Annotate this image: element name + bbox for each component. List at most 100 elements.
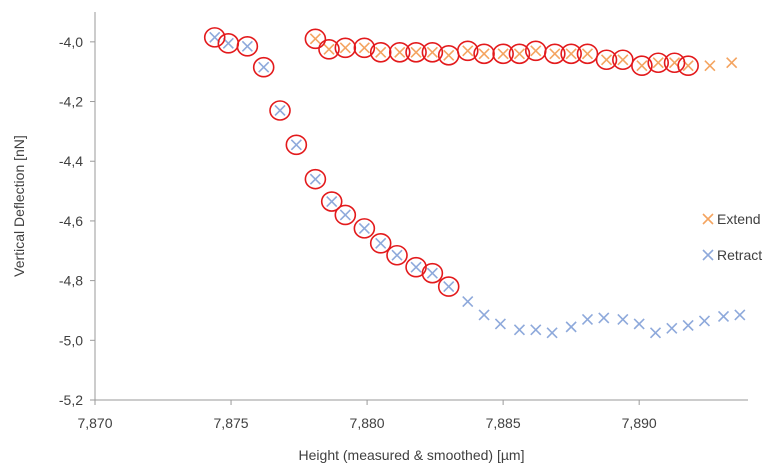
data-point-retract — [410, 261, 422, 273]
data-point-extend — [726, 57, 738, 69]
y-tick-group: -4,0 -4,2 -4,4 -4,6 -4,8 -5,0 -5,2 — [59, 34, 95, 408]
data-point-extend — [309, 33, 321, 45]
data-point-retract — [258, 61, 270, 73]
x-axis-title: Height (measured & smoothed) [µm] — [299, 447, 525, 463]
highlight-circle — [492, 43, 514, 65]
y-tick-label: -5,0 — [59, 332, 83, 348]
highlight-circle — [677, 55, 699, 77]
highlight-circle — [456, 40, 479, 62]
data-point-retract — [581, 313, 594, 325]
data-point-extend — [513, 48, 526, 60]
data-point-retract — [565, 321, 577, 333]
highlight-circle — [318, 39, 340, 60]
x-tick-label: 7,875 — [214, 415, 249, 431]
data-point-retract — [309, 173, 321, 185]
highlight-circle — [386, 244, 408, 266]
highlight-circle — [334, 37, 357, 59]
data-point-retract — [274, 104, 286, 117]
highlight-circle — [353, 218, 376, 239]
data-point-extend — [339, 42, 351, 54]
y-tick-label: -4,6 — [59, 213, 83, 229]
y-tick-label: -4,4 — [59, 153, 83, 169]
legend-marker-retract — [702, 249, 714, 261]
data-point-retract — [443, 281, 455, 293]
data-point-extend — [704, 60, 716, 72]
data-point-extend — [443, 49, 455, 61]
data-point-retract — [598, 312, 610, 324]
highlight-circle — [595, 49, 618, 71]
data-point-extend — [478, 48, 490, 60]
legend: Extend Retract — [702, 211, 762, 263]
y-axis-title: Vertical Deflection [nN] — [11, 135, 27, 277]
data-point-extend — [617, 54, 629, 66]
data-point-retract — [326, 195, 338, 208]
data-point-retract — [513, 324, 526, 336]
highlight-circle — [203, 27, 226, 48]
data-point-retract — [633, 318, 645, 330]
y-tick-label: -4,2 — [59, 94, 83, 110]
data-point-extend — [600, 54, 613, 66]
highlight-circle — [647, 52, 670, 74]
data-point-extend — [652, 57, 664, 69]
highlight-circle — [269, 100, 291, 121]
x-tick-label: 7,890 — [622, 415, 657, 431]
y-tick-label: -4,8 — [59, 273, 83, 289]
data-point-extend — [358, 42, 370, 54]
highlight-circle — [437, 276, 460, 297]
series-retract — [209, 31, 746, 339]
highlight-circle — [304, 168, 327, 190]
highlight-circle — [544, 43, 566, 65]
data-point-retract — [462, 295, 474, 308]
x-tick-group: 7,870 7,875 7,880 7,885 7,890 — [77, 400, 657, 431]
highlight-circle — [473, 43, 495, 65]
data-point-retract — [682, 319, 694, 331]
highlight-circle — [353, 37, 376, 59]
data-point-retract — [717, 310, 730, 322]
data-point-extend — [497, 48, 509, 60]
data-point-retract — [426, 267, 438, 279]
highlight-circle — [663, 52, 686, 74]
data-point-retract — [391, 249, 403, 261]
plot-area — [203, 27, 746, 339]
data-point-extend — [565, 48, 577, 60]
highlight-circle — [369, 41, 392, 63]
highlight-circle — [421, 262, 444, 284]
data-point-retract — [478, 309, 490, 321]
data-point-extend — [375, 46, 387, 58]
highlight-circle — [405, 256, 427, 278]
data-point-extend — [462, 45, 474, 57]
y-tick-label: -4,0 — [59, 34, 83, 50]
highlight-circle — [612, 49, 634, 71]
x-tick-label: 7,885 — [486, 415, 521, 431]
data-point-retract — [734, 309, 746, 321]
data-point-retract — [290, 139, 302, 151]
highlight-circle — [405, 41, 427, 63]
y-tick-label: -5,2 — [59, 392, 83, 408]
data-point-extend — [426, 46, 438, 58]
data-point-extend — [394, 46, 406, 58]
data-point-retract — [530, 324, 542, 336]
legend-item-retract: Retract — [702, 247, 762, 263]
highlight-circle — [576, 43, 599, 65]
data-point-retract — [698, 315, 711, 327]
highlight-circle — [421, 41, 444, 63]
highlight-circle — [388, 41, 411, 63]
data-point-retract — [339, 209, 351, 221]
highlight-circle — [631, 55, 653, 77]
highlight-circle — [508, 43, 531, 65]
data-point-extend — [636, 60, 648, 72]
data-point-extend — [549, 48, 561, 60]
highlight-circles — [203, 27, 699, 297]
data-point-retract — [546, 327, 558, 339]
series-extend — [309, 33, 738, 72]
highlight-circle — [252, 56, 275, 78]
legend-label: Extend — [717, 211, 761, 227]
highlight-circle — [334, 204, 357, 226]
data-point-extend — [323, 43, 335, 55]
data-point-retract — [241, 40, 253, 52]
legend-marker-extend — [702, 213, 714, 225]
data-point-retract — [649, 327, 662, 339]
highlight-circle — [285, 134, 308, 156]
